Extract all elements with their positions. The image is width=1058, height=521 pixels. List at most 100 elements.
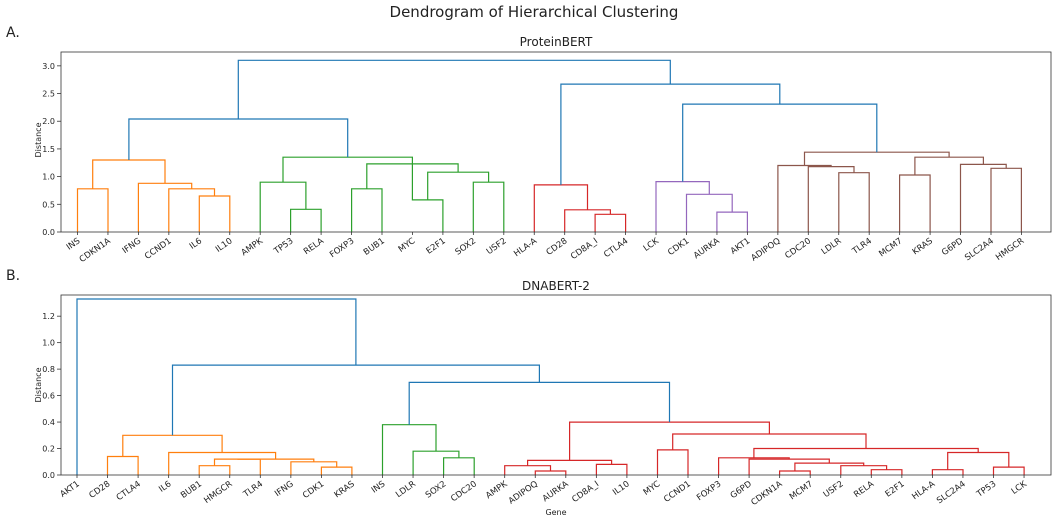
leaf-label: CDC20 [783, 236, 813, 261]
dendrogram-link [290, 208, 322, 232]
dendrogram-link [168, 188, 216, 232]
leaf-label: LCK [642, 236, 661, 254]
dendrogram-link [777, 164, 832, 232]
dendrogram-link [959, 163, 1007, 232]
leaf-label: KRAS [333, 479, 357, 500]
leaf-label: CDKN1A [78, 236, 113, 265]
y-tick-label: 1.5 [42, 145, 55, 154]
dendrogram-link [290, 461, 338, 475]
dendrogram-link [106, 455, 139, 475]
leaf-label: CDK1 [666, 236, 691, 258]
leaf-label: INS [65, 236, 82, 252]
leaf-label: TP53 [974, 479, 998, 500]
y-tick-label: 0.0 [42, 228, 55, 237]
dendrogram-link [237, 458, 315, 462]
dendrogram-link [794, 462, 865, 471]
leaf-label: MYC [397, 236, 418, 255]
dendrogram-link [381, 424, 437, 475]
dendrogram-link [92, 159, 166, 189]
leaf-label: G6PD [729, 479, 754, 501]
dendrogram-link [840, 465, 888, 475]
y-ticks-a: 0.0 0.5 1.0 1.5 2.0 2.5 3.0 [42, 62, 61, 237]
dendrogram-link [128, 118, 349, 160]
panel-label-b: B. [6, 268, 20, 284]
leaf-label: HMGCR [994, 236, 1026, 263]
y-tick-label: 1.0 [42, 173, 55, 182]
dendrogram-link [803, 151, 950, 166]
leaf-label: CTLA4 [115, 479, 143, 503]
y-tick-label: 1.0 [42, 339, 55, 348]
dendrogram-link [672, 433, 867, 450]
leaf-label: AKT1 [59, 479, 82, 499]
figure-title: Dendrogram of Hierarchical Clustering [390, 3, 679, 21]
dendrogram-link [443, 457, 475, 475]
y-tick-label: 0.2 [42, 445, 55, 454]
leaf-label: HLA-A [910, 479, 937, 502]
links-b [76, 298, 1025, 475]
leaf-label: E2F1 [425, 236, 448, 256]
panel-dnabert2: B. DNABERT-2 Distance 0.0 0.2 0.4 0.6 0.8 1.0… [6, 268, 1052, 517]
leaf-label: G6PD [940, 236, 965, 258]
dendrogram-link [198, 195, 231, 232]
leaf-label: E2F1 [884, 479, 907, 499]
dendrogram-link [137, 182, 193, 232]
dendrogram-link [122, 434, 223, 457]
dendrogram-link [914, 156, 984, 175]
panel-title-dnabert2: DNABERT-2 [522, 279, 590, 293]
dendrogram-link [427, 171, 490, 200]
dendrogram-link [685, 193, 733, 232]
leaf-label: KRAS [911, 236, 935, 257]
leaf-label: ADIPOQ [507, 479, 540, 507]
y-tick-label: 0.0 [42, 471, 55, 480]
leaf-label: TLR4 [241, 479, 265, 500]
dendrogram-link [237, 59, 671, 119]
dendrogram-link [594, 213, 627, 232]
leaf-label: RELA [852, 479, 876, 500]
dendrogram-link [748, 458, 830, 475]
plot-frame-b [60, 294, 1052, 476]
dendrogram-link [807, 166, 855, 232]
dendrogram-link [168, 451, 277, 475]
plot-frame-a [60, 51, 1052, 233]
dendrogram-link [656, 449, 689, 475]
y-tick-label: 2.5 [42, 90, 55, 99]
leaf-label: FOXP3 [328, 236, 356, 260]
dendrogram-link [992, 466, 1025, 475]
dendrogram-link [504, 465, 552, 475]
y-tick-label: 0.6 [42, 392, 55, 401]
leaf-label: CD8A_I [569, 236, 600, 262]
leaf-label: HLA-A [512, 236, 539, 259]
leaf-label: AURKA [692, 236, 722, 261]
leaf-label: ADIPOQ [749, 236, 782, 264]
leaf-label: MYC [642, 479, 663, 498]
dendrogram-link [990, 167, 1022, 232]
dendrogram-link [259, 181, 307, 232]
dendrogram-link [198, 465, 231, 475]
leaf-label: CD8A_I [570, 479, 601, 505]
x-axis-label-b: Gene [545, 508, 566, 517]
dendrogram-link [213, 458, 261, 475]
leaf-label: FOXP3 [695, 479, 723, 503]
leaf-label: USF2 [485, 236, 509, 257]
y-ticks-b: 0.0 0.2 0.4 0.6 0.8 1.0 1.2 [42, 312, 61, 480]
y-axis-label-a: Distance [34, 122, 43, 157]
leaf-label: IFNG [273, 479, 295, 499]
leaf-label: LDLR [820, 236, 844, 257]
panel-proteinbert: A. ProteinBERT Distance 0.0 0.5 1.0 1.5 2.0 2… [6, 25, 1052, 265]
leaf-label: CTLA4 [602, 236, 630, 260]
leaf-label: BUB1 [362, 236, 387, 258]
dendrogram-link [408, 381, 671, 425]
dendrogram-link [560, 83, 781, 185]
y-tick-label: 2.0 [42, 117, 55, 126]
leaf-label: CDC20 [449, 479, 479, 504]
dendrogram-link [76, 188, 109, 232]
dendrogram-link [899, 174, 931, 232]
panel-title-proteinbert: ProteinBERT [520, 35, 593, 49]
leaf-label: CD28 [545, 236, 570, 258]
dendrogram-link [351, 188, 383, 232]
y-tick-label: 1.2 [42, 312, 55, 321]
leaf-label: LCK [1010, 479, 1029, 497]
y-axis-label-b: Distance [34, 367, 43, 402]
